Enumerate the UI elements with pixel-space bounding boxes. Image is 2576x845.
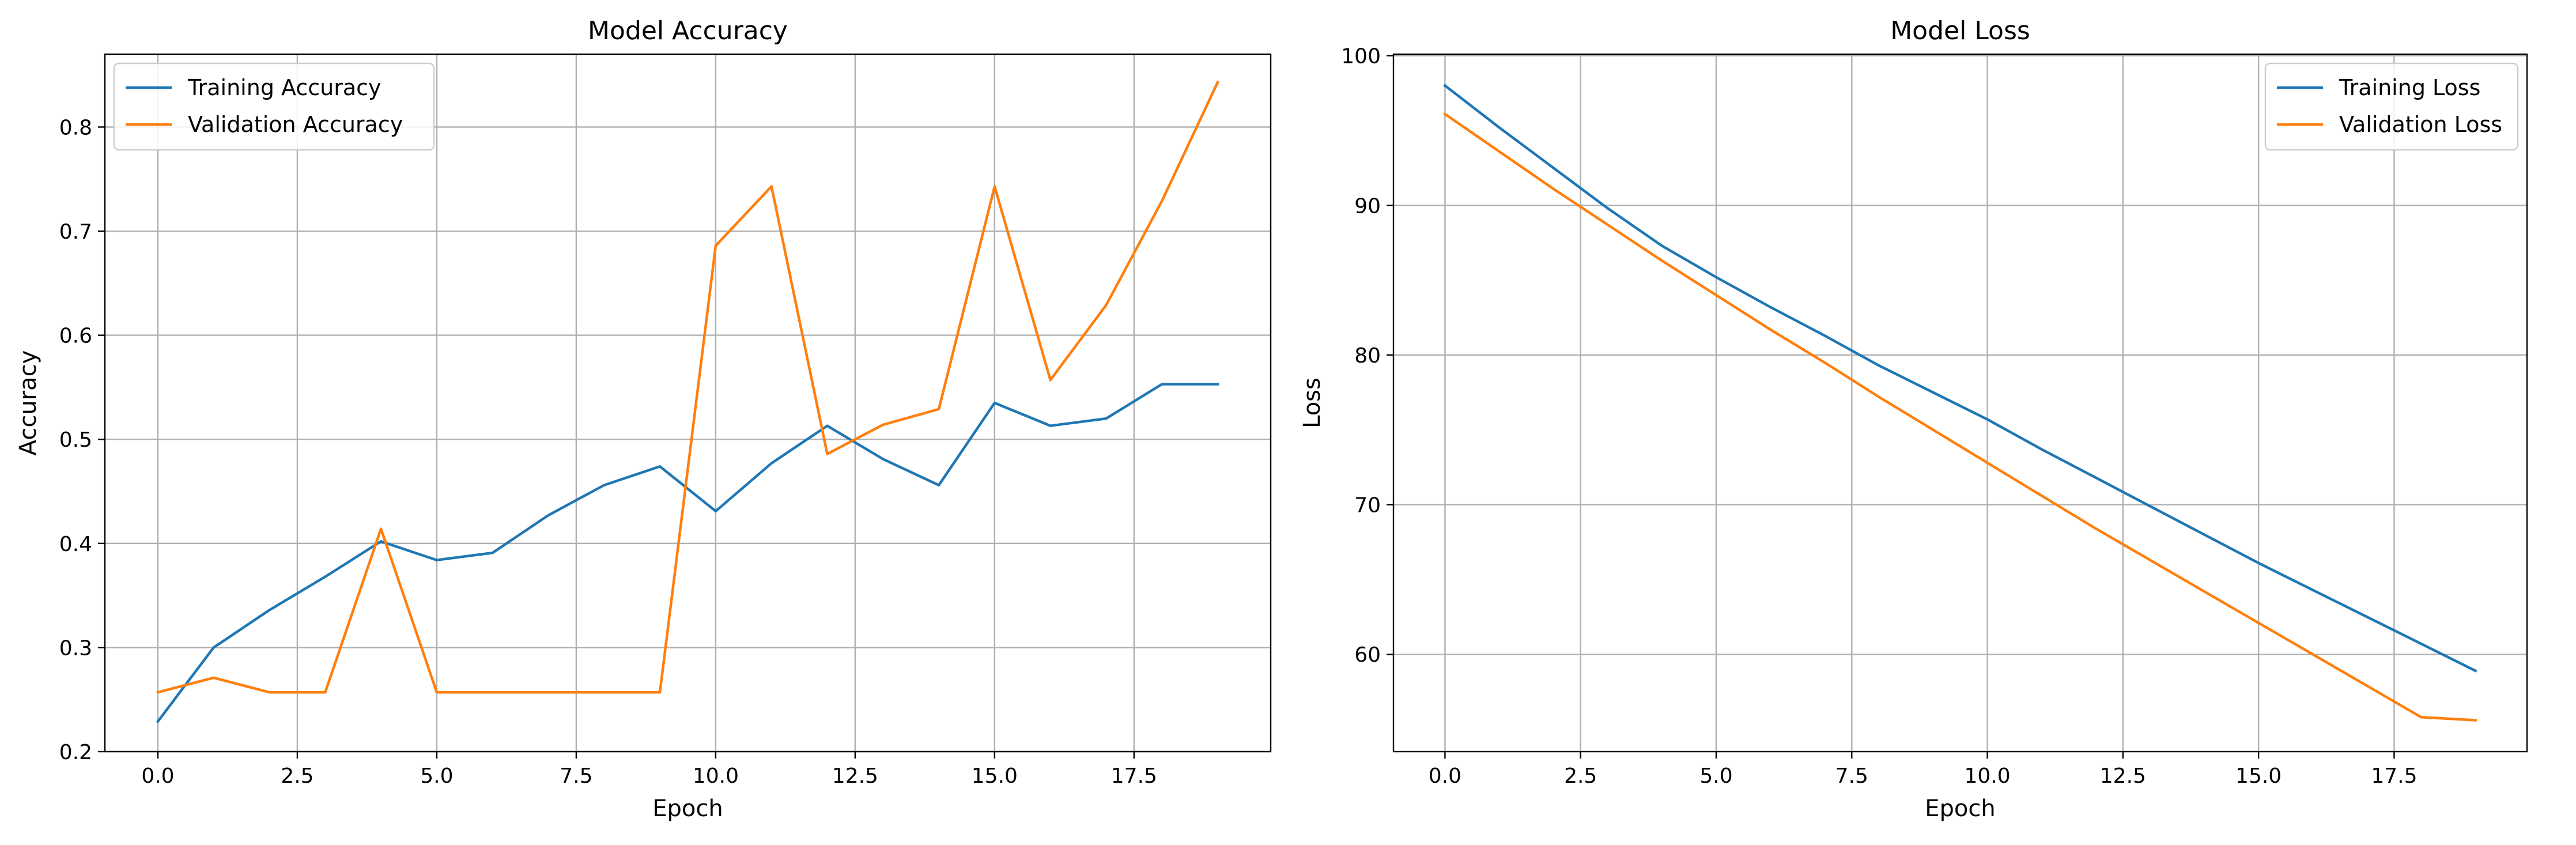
x-axis-label: Epoch xyxy=(652,795,723,822)
x-tick-label: 5.0 xyxy=(1699,764,1732,788)
y-tick-label: 0.7 xyxy=(59,220,92,244)
series-line-1 xyxy=(156,80,1219,694)
x-tick-label: 5.0 xyxy=(420,764,453,788)
x-tick-label: 7.5 xyxy=(1835,764,1868,788)
x-tick-label: 17.5 xyxy=(2371,764,2417,788)
y-axis-label: Loss xyxy=(1299,378,1325,428)
x-tick-label: 15.0 xyxy=(972,764,1018,788)
y-tick-label: 80 xyxy=(1354,344,1381,368)
legend-label-0: Training Accuracy xyxy=(187,75,382,100)
chart-0: 0.0 2.5 5.0 7.5 10.0 12.5 15.0 17.5 0.2 0.3 0.4 0.5… xyxy=(15,16,1272,822)
legend-label-1: Validation Loss xyxy=(2339,112,2502,137)
x-tick-label: 7.5 xyxy=(560,764,592,788)
y-tick-label: 0.5 xyxy=(59,428,92,452)
plot-area xyxy=(105,54,1271,752)
x-tick-label: 0.0 xyxy=(1429,764,1461,788)
series-line-1 xyxy=(1443,112,2477,722)
legend-box xyxy=(113,62,435,151)
y-tick-label: 0.4 xyxy=(59,533,92,556)
legend-label-0: Training Loss xyxy=(2339,75,2480,100)
x-tick-label: 0.0 xyxy=(141,764,174,788)
x-axis-label: Epoch xyxy=(1925,795,1995,822)
x-tick-label: 12.5 xyxy=(2100,764,2146,788)
legend-label-1: Validation Accuracy xyxy=(188,112,403,137)
legend-box xyxy=(2264,62,2519,151)
x-tick-label: 12.5 xyxy=(832,764,878,788)
chart-title: Model Accuracy xyxy=(588,16,788,46)
series-line-0 xyxy=(1443,84,2477,673)
axes-frame xyxy=(104,53,1272,753)
y-tick-label: 90 xyxy=(1354,194,1381,218)
y-tick-label: 100 xyxy=(1341,45,1381,69)
chart-1: 0.0 2.5 5.0 7.5 10.0 12.5 15.0 17.5 60 70 80 90 100 M… xyxy=(1299,16,2528,822)
plot-area xyxy=(1393,54,2527,752)
x-tick-label: 10.0 xyxy=(1964,764,2010,788)
legend: Training Accuracy Validation Accuracy xyxy=(113,62,435,151)
x-tick-label: 15.0 xyxy=(2235,764,2282,788)
y-tick-label: 60 xyxy=(1354,643,1381,667)
y-tick-label: 0.6 xyxy=(59,325,92,348)
x-tick-label: 2.5 xyxy=(281,764,313,788)
y-tick-label: 0.8 xyxy=(59,116,92,139)
series-line-0 xyxy=(156,383,1219,723)
x-tick-label: 17.5 xyxy=(1111,764,1157,788)
y-axis-label: Accuracy xyxy=(15,350,41,456)
legend: Training Loss Validation Loss xyxy=(2264,62,2519,151)
chart-title: Model Loss xyxy=(1890,16,2030,46)
axes-frame xyxy=(1392,53,2528,753)
x-tick-label: 2.5 xyxy=(1564,764,1597,788)
y-tick-label: 0.2 xyxy=(59,741,92,764)
y-tick-label: 0.3 xyxy=(59,636,92,660)
x-tick-label: 10.0 xyxy=(693,764,739,788)
y-tick-label: 70 xyxy=(1354,494,1381,518)
